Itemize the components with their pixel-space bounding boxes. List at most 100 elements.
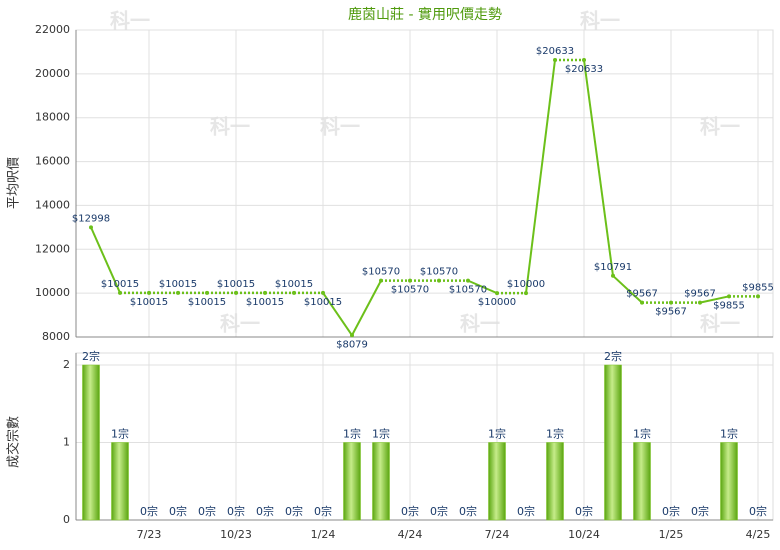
point [321,290,325,295]
bar [488,442,506,521]
point [524,291,528,296]
point [118,290,122,295]
y-axis-label: 平均呎價 [7,157,22,209]
data-label: 2宗 [604,349,622,363]
data-label: 0宗 [691,504,709,518]
point [756,294,760,299]
data-label: $10015 [304,297,342,308]
x-tick-label: 1/25 [659,528,684,541]
data-label: 1宗 [488,427,506,441]
data-label: 1宗 [372,427,390,441]
point [553,57,557,62]
point [147,290,151,295]
bar [343,442,361,521]
bar [720,442,738,521]
data-label: $10000 [478,297,516,308]
data-label: $10570 [449,285,487,296]
line-segment [525,59,556,294]
point [205,290,209,295]
data-label: $8079 [336,339,368,350]
x-tick-label: 10/24 [568,528,600,541]
point [350,333,354,338]
data-label: $9855 [713,300,745,311]
bar [111,442,129,521]
data-label: $9855 [742,282,774,293]
x-tick-label: 7/24 [485,528,510,541]
data-label: 0宗 [285,504,303,518]
data-label: $20633 [565,64,603,75]
watermark: 科一 [700,115,740,139]
watermark: 科一 [220,312,260,336]
data-label: $10570 [420,267,458,278]
data-label: $10000 [507,279,545,290]
data-label: 0宗 [314,504,332,518]
watermark: 科一 [580,9,620,33]
data-label: 0宗 [401,504,419,518]
data-label: 0宗 [198,504,216,518]
chart-title: 鹿茵山莊 - 實用呎價走勢 [348,6,502,23]
data-label: $10570 [391,285,429,296]
y-tick-label: 18000 [35,111,70,124]
line-segment [322,292,353,336]
y-tick-label: 8000 [42,330,70,343]
line-segment [699,295,730,304]
y-axis-label: 成交宗數 [6,416,22,468]
line-segment [90,226,121,294]
point [292,290,296,295]
data-label: $9567 [684,289,716,300]
line-segment [467,279,498,295]
line-segment [351,280,382,336]
point [437,278,441,283]
watermark: 科一 [110,9,150,33]
data-label: 0宗 [517,504,535,518]
data-label: 1宗 [343,427,361,441]
y-tick-label: 22000 [35,23,70,36]
point [89,225,93,230]
watermark: 科一 [320,115,360,139]
data-label: $9567 [626,289,658,300]
data-label: 0宗 [662,504,680,518]
data-label: $10791 [594,262,632,273]
data-label: 0宗 [169,504,187,518]
y-tick-label: 20000 [35,67,70,80]
point [379,278,383,283]
data-label: 1宗 [546,427,564,441]
data-label: 0宗 [749,504,767,518]
x-tick-label: 10/23 [220,528,252,541]
data-label: $12998 [72,213,110,224]
watermark: 科一 [210,115,250,139]
y-tick-label: 1 [63,436,70,449]
x-tick-label: 4/24 [398,528,423,541]
y-tick-label: 10000 [35,286,70,299]
watermark: 科一 [460,312,500,336]
point [727,294,731,299]
line-segment [612,275,643,304]
point [234,290,238,295]
data-label: $10570 [362,267,400,278]
y-tick-label: 2 [63,358,70,371]
data-label: $20633 [536,46,574,57]
y-tick-label: 12000 [35,242,70,255]
data-label: 0宗 [256,504,274,518]
data-label: $10015 [159,279,197,290]
plot-frame [75,352,774,521]
data-label: 0宗 [430,504,448,518]
data-label: $10015 [246,297,284,308]
bar [546,442,564,521]
point [495,291,499,296]
bar [604,364,622,521]
line-segment [583,59,614,276]
data-label: 0宗 [575,504,593,518]
point [176,290,180,295]
point [640,300,644,305]
data-label: 0宗 [227,504,245,518]
point [669,300,673,305]
bar [633,442,651,521]
y-tick-label: 16000 [35,155,70,168]
bar [372,442,390,521]
point [611,273,615,278]
watermark: 科一 [700,312,740,336]
point [263,290,267,295]
point [466,278,470,283]
